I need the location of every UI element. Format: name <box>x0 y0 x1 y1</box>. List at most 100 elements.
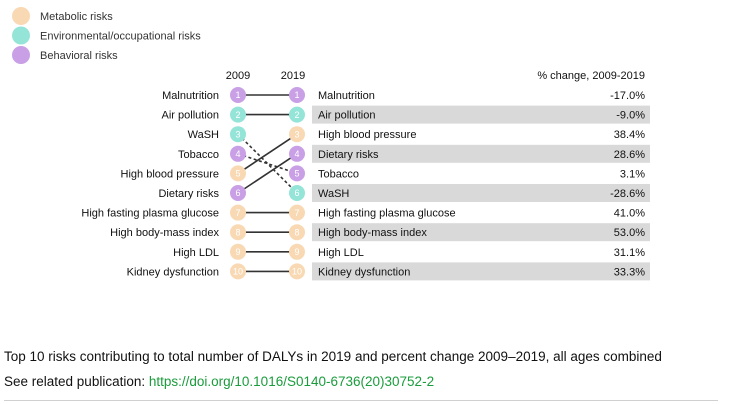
rank-connector <box>237 153 298 194</box>
year-right-label: 2019 <box>281 70 305 82</box>
related-publication: See related publication: https://doi.org… <box>4 374 434 389</box>
row-shade <box>312 184 650 202</box>
rank-number-2019: 10 <box>292 267 302 277</box>
rank-number-2009: 5 <box>235 169 240 179</box>
row-shade <box>312 144 650 163</box>
risk-label-2009: Dietary risks <box>158 188 219 200</box>
risk-label-2019: High body-mass index <box>318 227 427 239</box>
rank-circle-2009 <box>230 165 246 182</box>
risk-label-2009: High blood pressure <box>121 168 219 180</box>
rank-2009-column: Malnutrition 1 Air pollution 2 WaSH 3 Tobacco 4… <box>81 87 246 280</box>
pct-change-value: 3.1% <box>620 168 645 180</box>
legend-swatch-behavioral <box>12 46 30 64</box>
rank-circle-2019 <box>289 185 305 201</box>
risk-label-2019: Tobacco <box>318 168 359 180</box>
rank-circle-2019 <box>289 145 305 162</box>
risk-label-2009: Kidney dysfunction <box>127 266 219 278</box>
risk-label-2019: High blood pressure <box>318 129 416 141</box>
pct-change-value: 31.1% <box>614 247 645 259</box>
rank-circle-2019 <box>289 165 305 182</box>
legend-label-behavioral: Behavioral risks <box>40 50 118 62</box>
pct-change-value: -17.0% <box>610 90 645 102</box>
rank-number-2019: 6 <box>294 188 299 198</box>
bottom-divider <box>4 400 718 401</box>
publication-link[interactable]: https://doi.org/10.1016/S0140-6736(20)30… <box>148 374 435 389</box>
rank-circle-2009 <box>230 185 246 201</box>
rank-circle-2019 <box>289 263 305 280</box>
rank-number-2009: 6 <box>235 188 240 198</box>
risk-label-2009: WaSH <box>188 129 219 141</box>
row-shade <box>312 262 650 281</box>
rank-circle-2009 <box>230 87 246 103</box>
column-headers: 2009 2019 % change, 2009-2019 <box>226 70 645 82</box>
rank-circle-2019 <box>289 87 305 103</box>
rank-number-2009: 7 <box>235 208 240 218</box>
rank-circle-2009 <box>230 106 246 123</box>
rank-connector <box>237 153 298 175</box>
pct-change-value: 53.0% <box>614 227 645 239</box>
rank-circle-2009 <box>230 224 246 241</box>
legend-swatch-metabolic <box>12 7 30 25</box>
row-shade <box>312 223 650 242</box>
rank-number-2019: 5 <box>294 169 299 179</box>
rank-number-2009: 10 <box>233 267 243 277</box>
risk-label-2009: Malnutrition <box>162 90 219 102</box>
rank-circle-2019 <box>289 243 305 260</box>
legend: Metabolic risks Environmental/occupationa… <box>12 7 201 64</box>
risk-label-2019: WaSH <box>318 188 349 200</box>
rank-number-2009: 9 <box>235 247 240 257</box>
legend-label-environmental: Environmental/occupational risks <box>40 31 201 43</box>
rank-number-2009: 8 <box>235 227 240 237</box>
rank-number-2019: 2 <box>294 110 299 120</box>
risk-label-2009: High body-mass index <box>110 227 219 239</box>
rank-circle-2009 <box>230 145 246 162</box>
row-shading <box>312 105 650 281</box>
pct-change-value: 38.4% <box>614 129 645 141</box>
rank-number-2009: 3 <box>235 129 240 139</box>
risk-label-2019: Air pollution <box>318 110 375 122</box>
pct-change-value: -28.6% <box>610 188 645 200</box>
risk-label-2009: Tobacco <box>178 149 219 161</box>
rank-circle-2019 <box>289 224 305 241</box>
risk-label-2009: Air pollution <box>162 110 219 122</box>
rank-number-2009: 2 <box>235 110 240 120</box>
rank-number-2019: 9 <box>294 247 299 257</box>
rank-number-2019: 7 <box>294 208 299 218</box>
legend-swatch-environmental <box>12 26 30 45</box>
pct-change-value: 41.0% <box>614 208 645 220</box>
rank-circle-2019 <box>289 126 305 143</box>
related-prefix: See related publication: <box>4 374 149 389</box>
rank-number-2009: 1 <box>235 90 240 100</box>
risk-label-2019: Kidney dysfunction <box>318 266 410 278</box>
risk-label-2019: Dietary risks <box>318 149 379 161</box>
rank-circle-2009 <box>230 263 246 280</box>
risk-label-2019: Malnutrition <box>318 90 375 102</box>
rank-circle-2019 <box>289 106 305 123</box>
pct-change-header: % change, 2009-2019 <box>537 70 645 82</box>
legend-label-metabolic: Metabolic risks <box>40 11 113 23</box>
pct-change-value: 28.6% <box>614 149 645 161</box>
rank-number-2019: 8 <box>294 227 299 237</box>
risk-label-2019: High LDL <box>318 247 364 259</box>
rank-connectors <box>237 94 298 273</box>
pct-change-value: 33.3% <box>614 266 645 278</box>
rank-circle-2009 <box>230 243 246 260</box>
rank-circle-2009 <box>230 126 246 143</box>
risk-label-2019: High fasting plasma glucose <box>318 208 456 220</box>
rank-connector <box>237 133 298 194</box>
rank-circle-2019 <box>289 204 305 221</box>
rank-circle-2009 <box>230 204 246 221</box>
rank-number-2019: 4 <box>294 149 299 159</box>
rank-number-2019: 3 <box>294 129 299 139</box>
risk-label-2009: High LDL <box>173 247 219 259</box>
risk-label-2009: High fasting plasma glucose <box>81 208 219 220</box>
figure-caption: Top 10 risks contributing to total numbe… <box>4 349 662 364</box>
pct-change-value: -9.0% <box>616 110 645 122</box>
rank-number-2019: 1 <box>294 90 299 100</box>
row-shade <box>312 105 650 124</box>
rank-number-2009: 4 <box>235 149 240 159</box>
rank-connector <box>237 133 298 175</box>
year-left-label: 2009 <box>226 70 250 82</box>
rank-2019-column: 1 Malnutrition -17.0% 2 Air pollution -9.0% 3 H… <box>289 87 645 280</box>
